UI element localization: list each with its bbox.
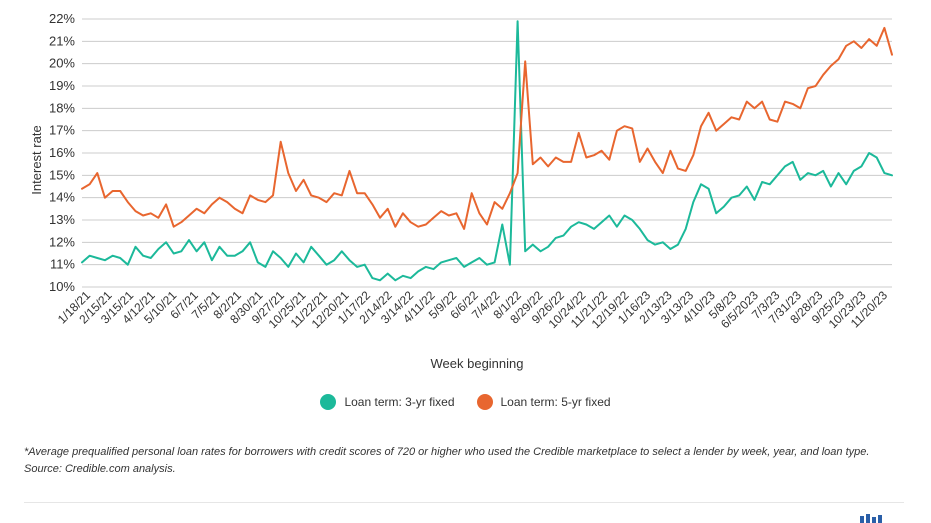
legend-label-3yr: Loan term: 3-yr fixed: [344, 395, 455, 409]
y-tick-label: 19%: [49, 78, 75, 93]
y-tick-label: 21%: [49, 33, 75, 48]
series-line-3yr: [81, 20, 893, 282]
y-tick-label: 11%: [50, 257, 75, 272]
y-axis-ticks: 10% 11% 12% 13% 14% 15% 16% 17% 18% 19% 20% 21% 22%: [49, 11, 75, 294]
x-axis-label: Week beginning: [431, 356, 524, 371]
y-tick-label: 12%: [49, 234, 75, 249]
x-axis-ticks: 1/18/212/15/213/15/214/12/215/10/216/7/2…: [55, 288, 890, 331]
y-tick-label: 16%: [49, 145, 75, 160]
legend-swatch-3yr: [320, 394, 337, 410]
legend-swatch-5yr: [476, 394, 493, 410]
series-lines: [81, 20, 893, 282]
y-axis-label: Interest rate: [29, 125, 44, 194]
legend-label-5yr: Loan term: 5-yr fixed: [500, 395, 611, 409]
chart-footnote: *Average prequalified personal loan rate…: [24, 446, 870, 475]
series-line-5yr: [81, 26, 893, 230]
y-tick-label: 10%: [49, 279, 75, 294]
grid-lines: [82, 18, 892, 288]
y-tick-label: 20%: [49, 56, 75, 71]
y-tick-label: 15%: [49, 167, 75, 182]
y-tick-label: 22%: [49, 11, 75, 26]
y-tick-label: 14%: [49, 190, 75, 205]
y-tick-label: 17%: [49, 123, 75, 138]
y-tick-label: 13%: [49, 212, 75, 227]
chart-legend: Loan term: 3-yr fixed Loan term: 5-yr fi…: [0, 394, 931, 410]
brand-logo-icon: [860, 514, 882, 523]
footer-divider: [24, 502, 904, 503]
legend-item-3yr: Loan term: 3-yr fixed: [320, 394, 455, 410]
legend-item-5yr: Loan term: 5-yr fixed: [476, 394, 611, 410]
y-tick-label: 18%: [49, 100, 75, 115]
